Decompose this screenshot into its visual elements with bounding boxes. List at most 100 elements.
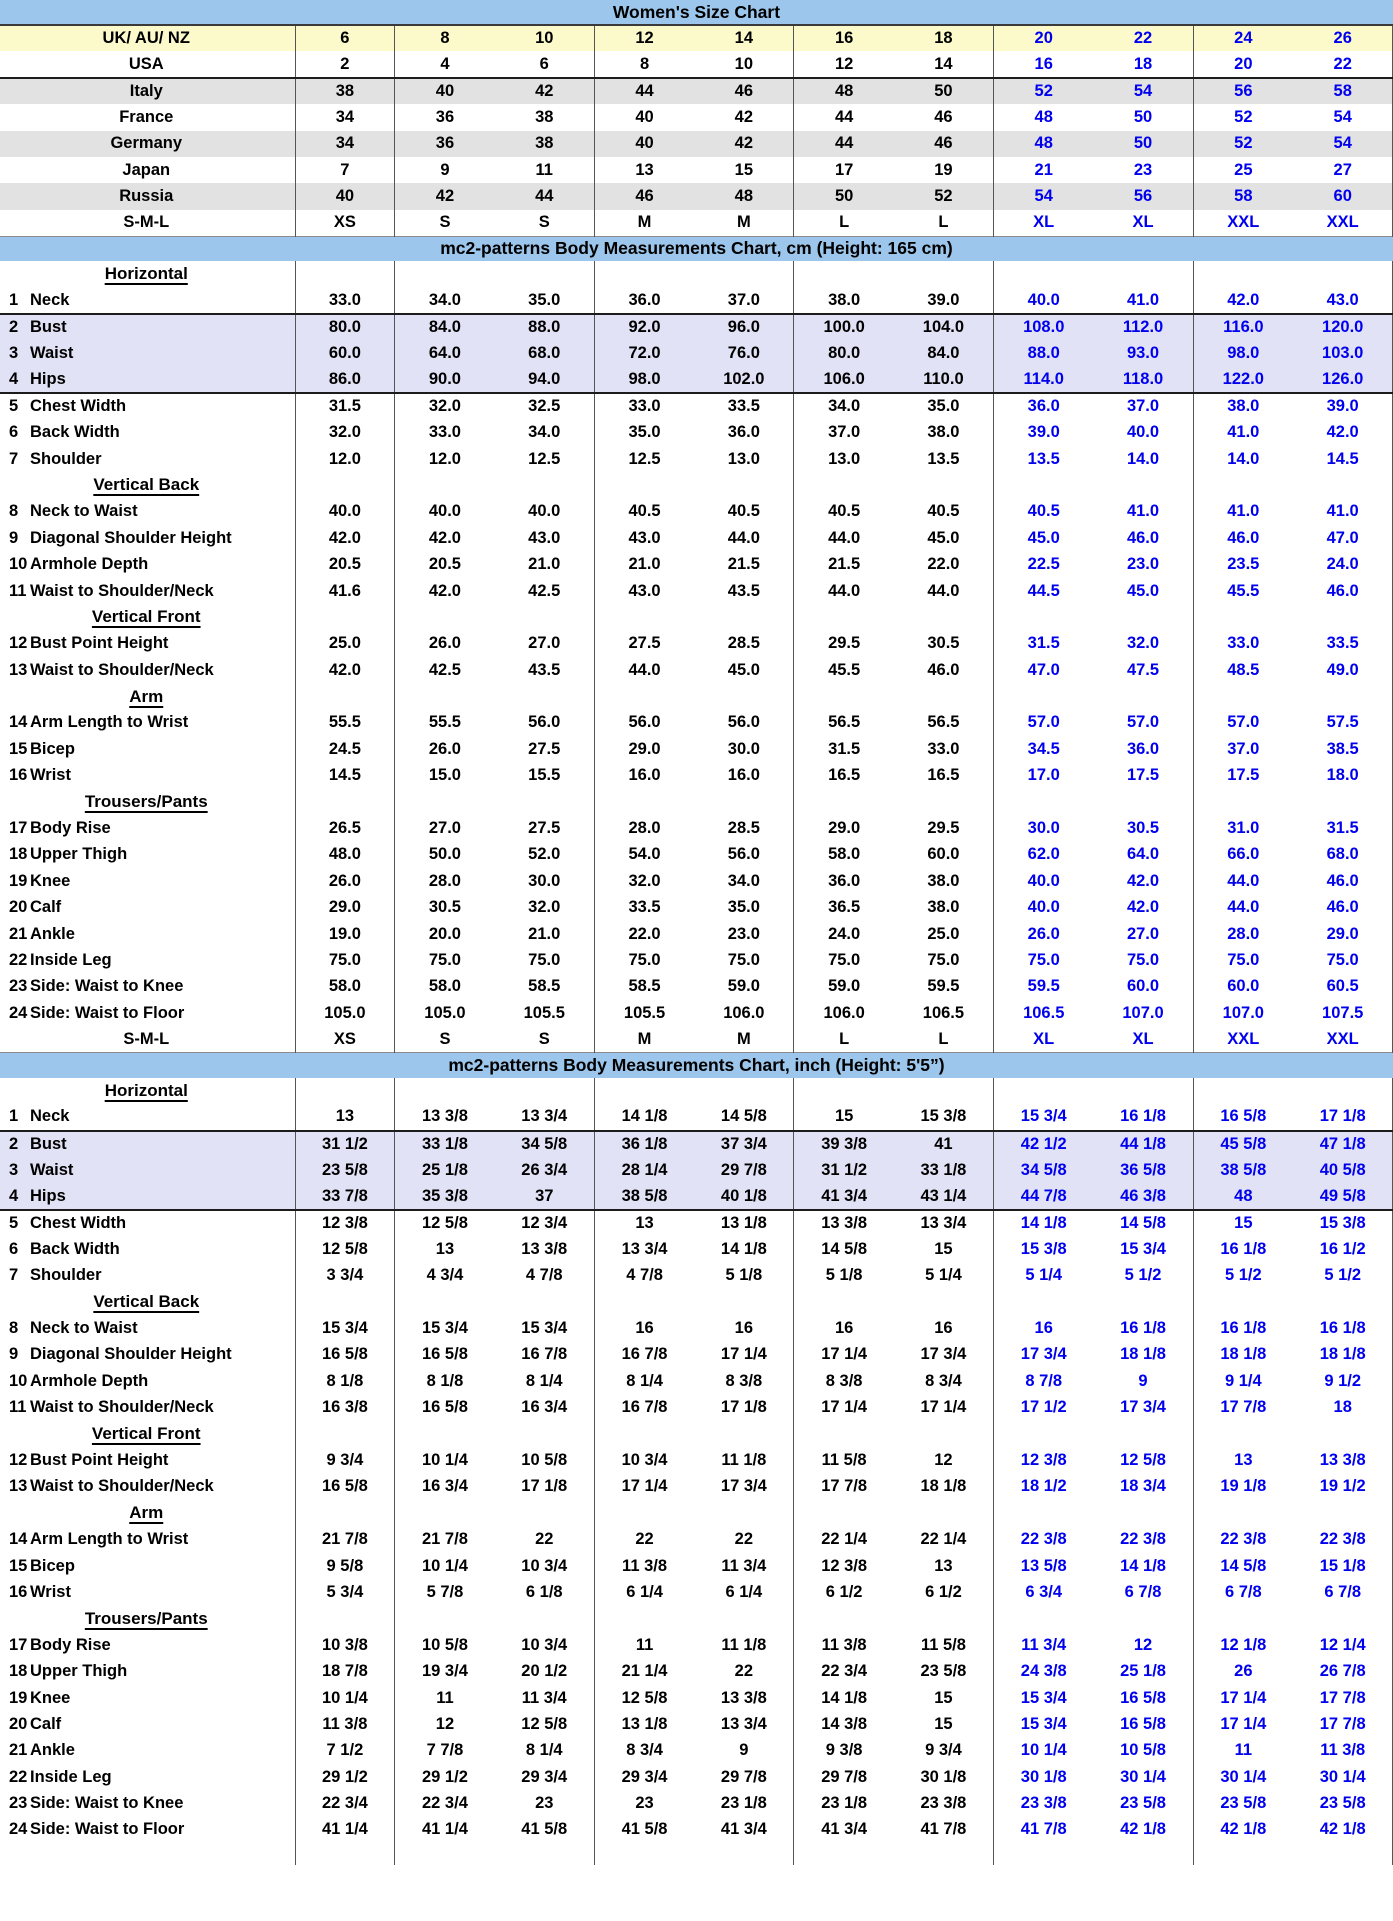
value-cell: 7 7/8	[426, 1741, 464, 1760]
value-cell: XL	[1093, 1026, 1194, 1053]
value-cell: 27.0	[428, 819, 461, 838]
value-cell: 112.0	[1093, 313, 1194, 341]
value-cell: 41 3/4	[821, 1820, 868, 1839]
value-cell: 17 1/4	[1220, 1714, 1267, 1733]
row-label: 4 Hips	[0, 366, 296, 395]
value-cell: 32.0	[428, 397, 461, 416]
value-cell: 24.5	[295, 736, 396, 763]
value-cell: 50.0	[428, 845, 461, 864]
value-cell: 28.0	[1227, 924, 1260, 943]
value-cell: 22.0	[628, 924, 661, 943]
row-number: 12	[9, 1451, 28, 1469]
value-cell	[1093, 1605, 1194, 1633]
value-cell: 15 3/8	[1292, 1209, 1393, 1237]
value-cell: 21 1/4	[621, 1662, 668, 1681]
value-cell: S	[494, 1026, 595, 1053]
value-cell: 104.0	[893, 313, 995, 341]
value-cell: 13 3/8	[494, 1236, 595, 1263]
value-cell: 13	[893, 1552, 995, 1580]
value-cell: 41 7/8	[893, 1816, 995, 1844]
value-cell: 42.0	[428, 581, 461, 600]
value-cell	[1093, 1288, 1194, 1316]
value-cell: 6 1/4	[626, 1582, 663, 1601]
value-cell: 6 1/2	[825, 1582, 863, 1601]
value-cell: 6	[295, 25, 396, 52]
measurement-name: Ankle	[30, 1741, 75, 1760]
value-cell: 25.0	[295, 630, 396, 657]
value-cell	[994, 789, 1094, 815]
measurement-name: Waist	[30, 1160, 74, 1179]
value-cell: 8	[594, 51, 695, 79]
value-cell	[1193, 1500, 1293, 1526]
value-cell: 46	[694, 77, 795, 105]
empty-cell	[1292, 1843, 1393, 1866]
value-cell: 16	[893, 1315, 995, 1342]
value-cell: 43 1/4	[893, 1183, 995, 1211]
value-cell: 8 3/8	[694, 1368, 795, 1395]
value-cell	[893, 1420, 995, 1448]
row-number: 16	[9, 766, 28, 785]
value-cell: 37.0	[694, 287, 795, 315]
value-cell: 5 1/8	[825, 1266, 863, 1285]
value-cell: 10 1/4	[295, 1684, 396, 1712]
value-cell: 47.5	[1093, 656, 1194, 684]
value-cell: 27	[1292, 156, 1393, 184]
value-cell: 41	[893, 1130, 995, 1158]
row-label: 19 Knee	[0, 868, 296, 895]
value-cell	[794, 604, 894, 630]
value-cell: M	[694, 1026, 795, 1053]
value-cell	[494, 604, 595, 631]
section-heading-row: Arm	[0, 1500, 1393, 1527]
value-cell: 13	[1234, 1451, 1253, 1469]
value-cell: 92.0	[628, 318, 661, 337]
value-cell: 19 1/8	[1220, 1477, 1267, 1496]
value-cell: 16 7/8	[621, 1345, 668, 1364]
value-cell: 38	[494, 130, 595, 157]
value-cell: 48.5	[1227, 660, 1260, 679]
value-cell	[893, 788, 995, 816]
value-cell	[1193, 1421, 1293, 1447]
value-cell: 30.0	[494, 868, 595, 895]
value-cell: 56.5	[828, 713, 861, 732]
section-heading: Trousers/Pants	[84, 1608, 208, 1628]
value-cell: 30.5	[428, 898, 461, 917]
value-cell: 45.0	[1027, 528, 1060, 547]
measurement-name: Neck to Waist	[30, 1319, 138, 1338]
value-cell	[1292, 788, 1393, 816]
table-row: UK/ AU/ NZ 6 8 10 12 14 16 18 20 22 24 26	[0, 25, 1393, 52]
row-number: 8	[9, 1319, 19, 1338]
value-cell	[994, 683, 1094, 709]
table-row: 21 Ankle 7 1/2 7 7/8 8 1/4 8 3/4 9 9 3/8 9 3/4 10…	[0, 1737, 1393, 1764]
empty-cell	[295, 1843, 396, 1866]
value-cell: 36.5	[828, 898, 861, 917]
section-heading-cell: Trousers/Pants	[0, 788, 296, 816]
value-cell: S	[439, 213, 451, 232]
table-row: 22 Inside Leg 29 1/2 29 1/2 29 3/4 29 3/4 29 7…	[0, 1764, 1393, 1791]
value-cell: 12 5/8	[621, 1688, 668, 1707]
value-cell: 17.0	[1027, 766, 1060, 785]
value-cell	[893, 261, 995, 288]
value-cell: 42.0	[295, 525, 396, 552]
table-row: 10 Armhole Depth 8 1/8 8 1/8 8 1/4 8 1/4 8 3/8…	[0, 1368, 1393, 1395]
measurement-name: Hips	[30, 1186, 66, 1205]
value-cell: 31.5	[828, 739, 861, 758]
value-cell: 9	[440, 160, 450, 179]
value-cell: 44.5	[1027, 581, 1060, 600]
value-cell: 11	[1234, 1741, 1253, 1760]
value-cell: 10 1/4	[1020, 1741, 1067, 1760]
value-cell: 14 5/8	[1093, 1209, 1194, 1237]
value-cell: 39.0	[1292, 393, 1393, 420]
value-cell: 59.5	[1027, 977, 1060, 996]
measurement-name: Neck	[30, 1107, 70, 1126]
value-cell: 54	[1093, 77, 1194, 105]
table-row: 24 Side: Waist to Floor 41 1/4 41 1/4 41 5/8…	[0, 1816, 1393, 1844]
value-cell: 21.5	[828, 555, 861, 574]
value-cell: 16 3/4	[422, 1477, 468, 1496]
value-cell: 8 1/4	[494, 1368, 595, 1395]
value-cell: 23 5/8	[1220, 1794, 1267, 1813]
value-cell: 26.0	[295, 868, 396, 895]
value-cell	[994, 1606, 1094, 1632]
value-cell: 106.5	[1023, 1003, 1065, 1022]
value-cell: 40.5	[628, 502, 661, 521]
value-cell: 36.0	[828, 871, 861, 890]
